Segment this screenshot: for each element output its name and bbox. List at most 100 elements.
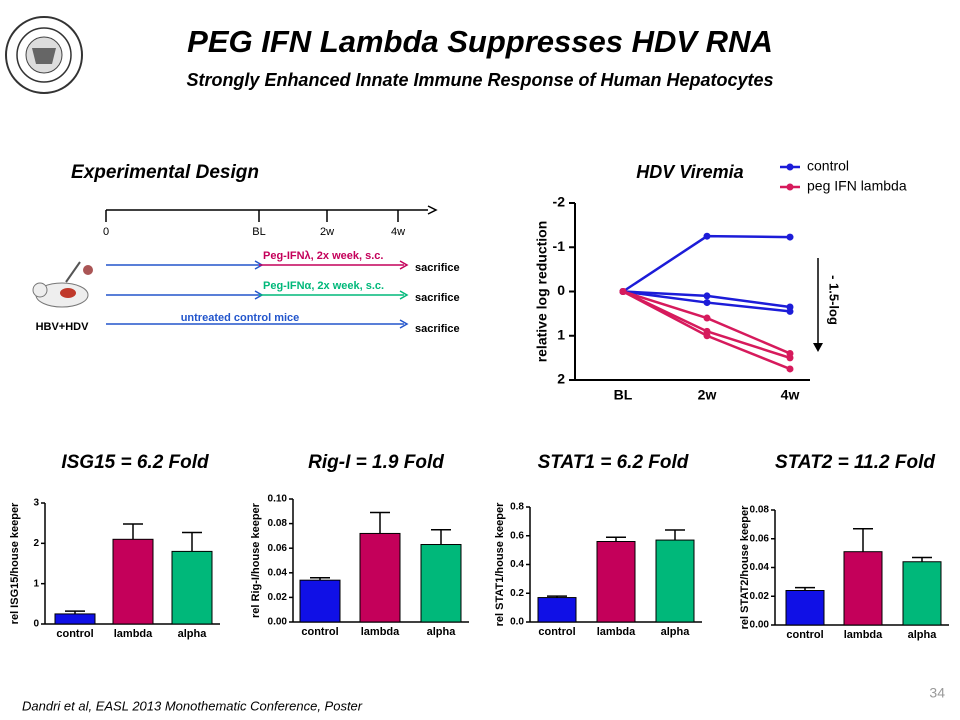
bar <box>843 551 883 626</box>
y-tick-label: 3 <box>33 498 39 509</box>
x-tick-label: control <box>301 626 338 638</box>
chart-title: STAT1 = 6.2 Fold <box>538 452 689 473</box>
y-tick-label: 0.6 <box>510 530 524 541</box>
bar <box>902 561 942 626</box>
data-point <box>703 332 711 340</box>
chart-title: HDV Viremia <box>636 162 743 182</box>
y-axis-label: rel ISG15/house keeper <box>9 502 21 624</box>
y-tick-label: 1 <box>557 326 565 342</box>
x-tick-label: lambda <box>844 629 883 641</box>
y-tick-label: -1 <box>553 238 566 254</box>
data-point <box>786 307 794 315</box>
x-tick-label: lambda <box>361 626 400 638</box>
y-tick-label: 0.04 <box>750 562 770 573</box>
bar <box>112 538 154 625</box>
legend-swatch <box>786 163 794 171</box>
bar <box>171 550 213 625</box>
y-tick-label: 0.4 <box>510 559 524 570</box>
mouse-icon <box>32 261 93 308</box>
data-point <box>786 365 794 373</box>
y-tick-label: 0.00 <box>268 617 288 628</box>
arm-label: Peg-IFNα, 2x week, s.c. <box>263 280 384 292</box>
x-tick-label: alpha <box>178 628 208 640</box>
bar <box>420 544 462 623</box>
y-tick-label: 0.8 <box>510 502 524 513</box>
legend-swatch <box>786 183 794 191</box>
data-point <box>786 233 794 241</box>
bar <box>655 539 695 623</box>
bar <box>54 613 96 625</box>
y-tick-label: 0.06 <box>268 543 288 554</box>
y-axis-label: rel Rig-I/house keeper <box>250 502 262 618</box>
slide-subtitle: Strongly Enhanced Innate Immune Response… <box>186 70 773 90</box>
x-tick-label: lambda <box>597 626 636 638</box>
y-axis-label: rel STAT1/house keeper <box>494 502 506 626</box>
data-point <box>786 354 794 362</box>
design-title: Experimental Design <box>71 162 259 183</box>
y-tick-label: 0.00 <box>750 620 770 631</box>
chart-title: Rig-I = 1.9 Fold <box>308 452 444 473</box>
x-tick-label: 2w <box>698 387 717 403</box>
chart-title: ISG15 = 6.2 Fold <box>61 452 209 473</box>
bar <box>785 590 825 626</box>
slide-title: PEG IFN Lambda Suppresses HDV RNA <box>187 24 773 59</box>
y-tick-label: 0.2 <box>510 588 524 599</box>
arm-end: sacrifice <box>415 262 460 274</box>
y-tick-label: 0.06 <box>750 533 770 544</box>
x-tick-label: control <box>538 626 575 638</box>
series-line <box>622 234 791 293</box>
arm-label: Peg-IFNλ, 2x week, s.c. <box>263 250 383 262</box>
data-point <box>703 299 711 307</box>
timeline <box>105 205 438 222</box>
legend-label: peg IFN lambda <box>807 178 907 194</box>
arm-end: sacrifice <box>415 292 460 304</box>
x-tick-label: control <box>56 628 93 640</box>
x-tick-label: alpha <box>908 629 938 641</box>
annotation-arrow <box>813 343 823 352</box>
y-tick-label: 0.08 <box>268 518 288 529</box>
y-tick-label: 2 <box>557 371 565 387</box>
bar <box>299 579 341 623</box>
data-point <box>703 292 711 300</box>
y-tick-label: 2 <box>33 538 39 549</box>
page-number: 34 <box>929 685 945 701</box>
x-tick-label: lambda <box>114 628 153 640</box>
arm-label: untreated control mice <box>181 312 300 324</box>
chart-title: STAT2 = 11.2 Fold <box>775 452 935 473</box>
bar <box>359 532 401 623</box>
y-tick-label: 0.04 <box>268 567 288 578</box>
arm-arrows <box>106 260 409 329</box>
y-tick-label: 0.10 <box>268 494 288 505</box>
y-tick-label: 0.08 <box>750 505 770 516</box>
model-label: HBV+HDV <box>36 321 90 333</box>
timeline-label: 0 <box>103 226 109 238</box>
data-point <box>703 232 711 240</box>
y-axis-label: relative log reduction <box>534 221 550 363</box>
annotation: - 1.5-log <box>827 275 842 325</box>
timeline-label: BL <box>252 226 265 238</box>
arm-end: sacrifice <box>415 323 460 335</box>
y-tick-label: 0 <box>557 282 565 298</box>
y-tick-label: -2 <box>553 194 566 210</box>
x-tick-label: BL <box>614 387 633 403</box>
data-point <box>619 288 627 295</box>
y-tick-label: 0 <box>33 619 39 630</box>
x-tick-label: 4w <box>781 387 800 403</box>
bar <box>537 597 577 623</box>
x-tick-label: alpha <box>661 626 691 638</box>
data-point <box>703 314 711 322</box>
timeline-label: 4w <box>391 226 405 238</box>
timeline-label: 2w <box>320 226 334 238</box>
y-tick-label: 1 <box>33 578 39 589</box>
citation: Dandri et al, EASL 2013 Monothematic Con… <box>22 698 363 713</box>
y-tick-label: 0.02 <box>750 591 770 602</box>
y-axis-label: rel STAT2/house keeper <box>739 505 751 629</box>
legend-label: control <box>807 158 849 174</box>
y-tick-label: 0.02 <box>268 592 288 603</box>
y-tick-label: 0.0 <box>510 617 524 628</box>
logo <box>5 16 83 94</box>
bar <box>596 541 636 623</box>
x-tick-label: alpha <box>427 626 457 638</box>
